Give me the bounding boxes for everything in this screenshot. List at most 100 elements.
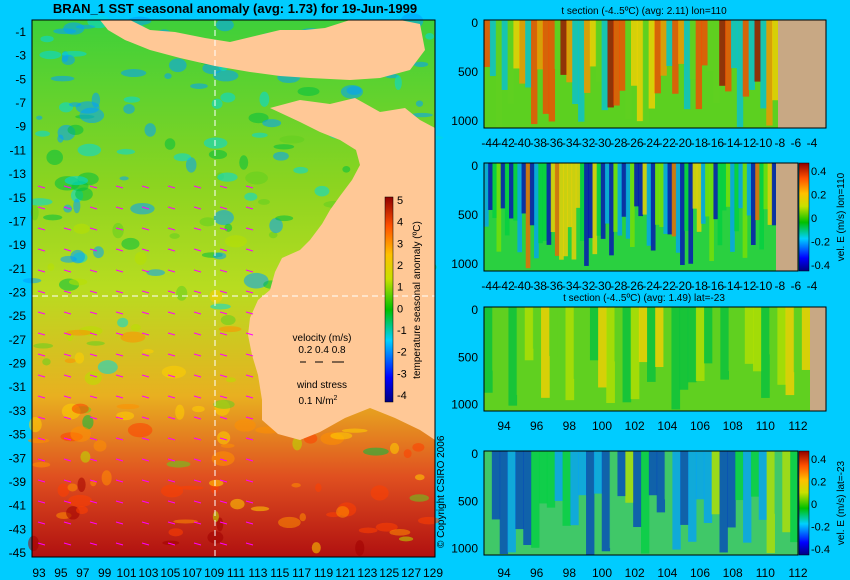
wind-vector	[219, 521, 228, 525]
wind-vector	[63, 290, 72, 294]
map-x-tick: 93	[32, 566, 46, 580]
panel-x-tick: -12	[739, 279, 757, 293]
wind-vector	[63, 458, 72, 462]
wind-vector	[141, 479, 150, 483]
section-column	[754, 20, 761, 82]
section-column	[496, 163, 502, 252]
panel-x-tick: 98	[563, 566, 577, 580]
anomaly-patch	[211, 98, 223, 109]
panel-x-tick: -14	[723, 136, 741, 150]
panel-y-tick: 1000	[451, 398, 478, 412]
wind-vector	[193, 542, 202, 546]
anomaly-patch	[208, 479, 224, 487]
panel-y-tick: 500	[458, 494, 478, 508]
section-column	[621, 163, 627, 217]
wind-vectors	[37, 185, 254, 546]
anomaly-patch	[370, 485, 389, 501]
wind-vector	[167, 416, 176, 420]
section-column	[484, 163, 489, 227]
wind-vector	[141, 437, 150, 441]
anomaly-patch	[218, 326, 242, 333]
anomaly-patch	[46, 149, 63, 166]
section-column	[513, 163, 518, 221]
wind-vector	[63, 206, 72, 210]
panel2-columns	[484, 163, 777, 269]
section-column	[730, 163, 735, 252]
anomaly-patch	[80, 451, 91, 463]
wind-vector	[245, 416, 254, 420]
wind-vector	[141, 290, 150, 294]
section-column	[622, 307, 632, 403]
section-column	[570, 451, 579, 526]
panel-x-tick: -24	[642, 279, 660, 293]
wind-vector	[89, 332, 98, 336]
anomaly-patch	[275, 215, 294, 222]
panel-x-tick: -42	[497, 279, 515, 293]
panel-x-tick: -40	[514, 279, 532, 293]
anomaly-patch	[199, 217, 217, 227]
panel1-x-ticks: -44-42-40-38-36-34-32-30-28-26-24-22-20-…	[481, 136, 817, 150]
panel1-y-ticks: 0 500 1000	[451, 16, 478, 128]
wind-vector	[141, 332, 150, 336]
anomaly-patch	[40, 35, 54, 43]
section-column	[531, 451, 540, 548]
map-colorbar-tick: -1	[397, 325, 407, 337]
panel-colorbar-tick: -0.4	[811, 544, 830, 556]
section-column	[766, 20, 773, 126]
section-column	[538, 163, 543, 244]
wind-vector	[89, 542, 98, 546]
section-column	[656, 451, 666, 513]
anomaly-patch	[50, 75, 75, 82]
wind-vector	[37, 437, 46, 441]
section-column	[596, 163, 602, 236]
anomaly-patch	[116, 148, 136, 155]
wind-vector	[193, 311, 202, 315]
panel-x-tick: -44	[481, 279, 499, 293]
anomaly-patch	[168, 528, 183, 537]
anomaly-patch	[210, 303, 231, 310]
map-y-tick: -39	[9, 475, 27, 489]
panel-x-tick: 94	[497, 419, 511, 433]
section-column	[709, 163, 714, 262]
section-column	[592, 163, 598, 255]
wind-vector	[63, 500, 72, 504]
anomaly-patch	[32, 461, 51, 468]
anomaly-patch	[315, 483, 322, 493]
wind-vector	[37, 374, 46, 378]
wind-vector	[141, 248, 150, 252]
anomaly-patch	[217, 431, 231, 445]
panel-x-tick: -18	[691, 136, 709, 150]
wind-vector	[193, 437, 202, 441]
panel-colorbar-tick: 0.4	[811, 454, 826, 466]
wind-vector	[193, 206, 202, 210]
panel-x-tick: -8	[774, 136, 785, 150]
section-column	[613, 20, 620, 106]
panel-colorbar-tick: 0	[811, 213, 817, 225]
wind-vector	[115, 227, 124, 231]
anomaly-patch	[116, 411, 135, 421]
wind-vector	[193, 227, 202, 231]
anomaly-patch	[341, 428, 368, 433]
section-column	[581, 307, 591, 358]
panel-x-tick: -16	[707, 136, 725, 150]
anomaly-patch	[161, 365, 186, 379]
anomaly-patch	[176, 285, 188, 301]
panel2-colorbar-label: vel. E (m/s) lon=110	[836, 172, 847, 261]
section-column	[648, 20, 656, 109]
anomaly-patch	[68, 278, 88, 286]
wind-vector	[63, 395, 72, 399]
section-column	[759, 163, 764, 250]
map-colorbar-tick: 0	[397, 303, 403, 315]
wind-vector	[89, 185, 98, 189]
section-column	[584, 163, 589, 266]
anomaly-patch	[146, 269, 166, 277]
panel3-land	[810, 307, 826, 411]
wind-vector	[219, 437, 228, 441]
map-y-ticks: -1 -3 -5 -7 -9 -11 -13 -15 -17 -19 -21 -23 -25 -27 -29…	[9, 25, 27, 560]
wind-vector	[115, 185, 124, 189]
anomaly-patch	[39, 50, 62, 60]
section-column	[489, 20, 497, 77]
section-column	[655, 307, 664, 368]
section-column	[695, 451, 705, 500]
